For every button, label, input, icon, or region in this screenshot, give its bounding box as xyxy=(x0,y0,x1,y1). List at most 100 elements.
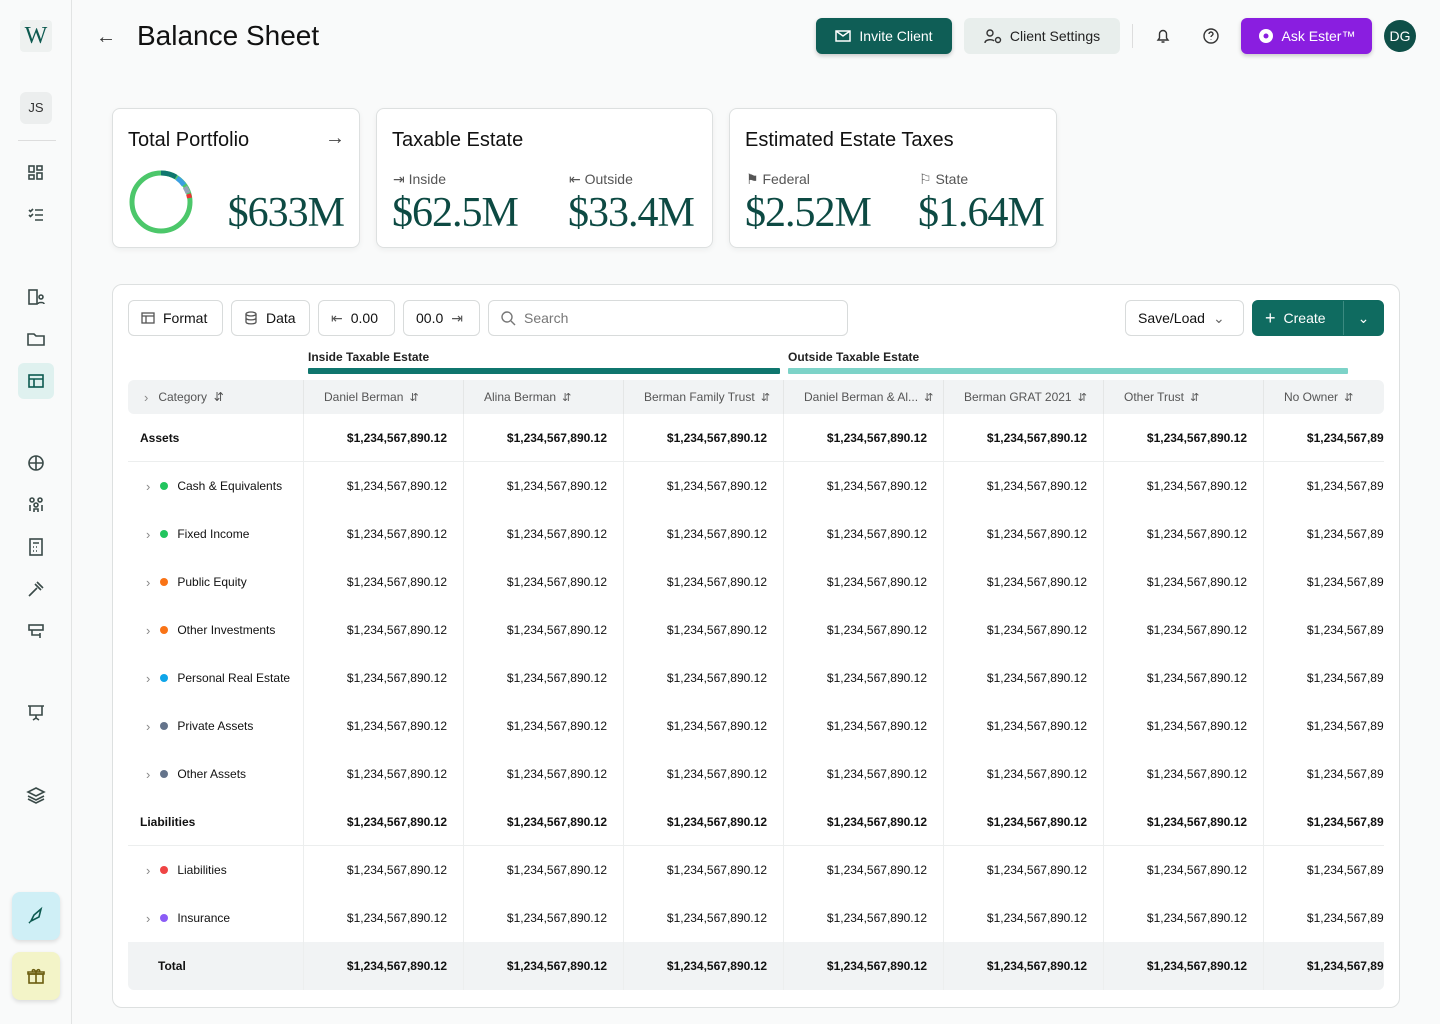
value-cell: $1,234,567,890.12 xyxy=(1103,750,1263,798)
value-cell: $1,234,567,890.12 xyxy=(1263,414,1384,461)
user-badge[interactable]: JS xyxy=(20,92,52,124)
logo[interactable]: W xyxy=(20,20,52,52)
column-header[interactable]: Alina Berman ⇵ xyxy=(463,380,623,414)
ask-ester-button[interactable]: Ask Ester™ xyxy=(1241,18,1372,54)
column-header[interactable]: No Owner ⇵ xyxy=(1263,380,1384,414)
table-row[interactable]: › Insurance $1,234,567,890.12 $1,234,567,89… xyxy=(128,894,1384,942)
label: Data xyxy=(266,310,296,326)
table-row[interactable]: › Public Equity $1,234,567,890.12 $1,234,56… xyxy=(128,558,1384,606)
nav-tasks[interactable] xyxy=(18,197,54,233)
nav-files[interactable] xyxy=(18,321,54,357)
client-settings-button[interactable]: Client Settings xyxy=(964,18,1120,54)
sort-icon[interactable]: ⇵ xyxy=(754,391,771,404)
group-bar xyxy=(308,368,780,374)
nav-chart[interactable] xyxy=(18,445,54,481)
card-title: Total Portfolio xyxy=(128,129,250,151)
expand-toggle[interactable]: › xyxy=(146,622,151,638)
icon: ⇤ xyxy=(331,309,343,326)
nav-flows[interactable] xyxy=(18,613,54,649)
table-row[interactable]: › Private Assets $1,234,567,890.12 $1,234,5… xyxy=(128,702,1384,750)
sort-icon[interactable]: ⇵ xyxy=(918,391,934,404)
icon: ⇥ xyxy=(451,309,463,326)
column-header[interactable]: Berman Family Trust ⇵ xyxy=(623,380,783,414)
column-header[interactable]: Berman GRAT 2021 ⇵ xyxy=(943,380,1103,414)
group-label: Inside Taxable Estate xyxy=(308,350,430,364)
gift-button[interactable] xyxy=(12,952,60,1000)
table-row[interactable]: › Liabilities $1,234,567,890.12 $1,234,567,… xyxy=(128,846,1384,894)
value-cell: $1,234,567,890.12 xyxy=(1103,846,1263,894)
back-button[interactable]: ← xyxy=(96,26,116,48)
value-cell: $1,234,567,890.12 xyxy=(1263,702,1384,750)
value-cell: $1,234,567,890.12 xyxy=(783,894,943,942)
sort-icon[interactable]: ⇵ xyxy=(556,391,572,404)
launch-button[interactable] xyxy=(12,892,60,940)
table-row[interactable]: › Other Assets $1,234,567,890.12 $1,234,567… xyxy=(128,750,1384,798)
label: Category xyxy=(158,390,208,404)
save-load-button[interactable]: Save/Load ⌄ xyxy=(1125,300,1244,336)
nav-clients[interactable] xyxy=(18,279,54,315)
taxable-estate-card: Taxable Estate ⇥ Inside $62.5M ⇤ Outside… xyxy=(376,108,713,248)
value-cell: $1,234,567,890.12 xyxy=(463,894,623,942)
column-header[interactable]: Daniel Berman ⇵ xyxy=(303,380,463,414)
expand-toggle[interactable]: › xyxy=(146,862,151,878)
sidebar: W JS xyxy=(0,0,72,1024)
decrease-decimals-button[interactable]: ⇤ 0.00 xyxy=(318,300,395,336)
category-cell: Assets xyxy=(128,414,303,461)
value-cell: $1,234,567,890.12 xyxy=(943,606,1103,654)
divider xyxy=(18,140,56,141)
sort-icon[interactable]: ⇵ xyxy=(1071,391,1087,404)
row-label: Liabilities xyxy=(177,863,227,877)
column-header[interactable]: Other Trust ⇵ xyxy=(1103,380,1263,414)
table-row[interactable]: › Fixed Income $1,234,567,890.12 $1,234,567… xyxy=(128,510,1384,558)
nav-tools[interactable] xyxy=(18,571,54,607)
value-cell: $1,234,567,890.12 xyxy=(943,894,1103,942)
invite-client-button[interactable]: Invite Client xyxy=(816,18,952,54)
expand-toggle[interactable]: › xyxy=(146,526,151,542)
value-cell: $1,234,567,890.12 xyxy=(623,798,783,845)
value-cell: $1,234,567,890.12 xyxy=(463,750,623,798)
nav-present[interactable] xyxy=(18,695,54,731)
create-menu-toggle[interactable]: ⌄ xyxy=(1343,301,1383,335)
user-avatar[interactable]: DG xyxy=(1384,20,1416,52)
data-button[interactable]: Data xyxy=(231,300,310,336)
nav-balance-sheet[interactable] xyxy=(18,363,54,399)
sort-icon[interactable]: ⇵ xyxy=(207,390,224,404)
expand-toggle[interactable]: › xyxy=(146,574,151,590)
portfolio-value: $633M xyxy=(227,190,345,236)
expand-toggle[interactable]: › xyxy=(146,670,151,686)
value-cell: $1,234,567,890.12 xyxy=(783,750,943,798)
value-cell: $1,234,567,890.12 xyxy=(623,414,783,461)
expand-all[interactable]: › xyxy=(144,389,149,405)
value-cell: $1,234,567,890.12 xyxy=(783,654,943,702)
expand-toggle[interactable]: › xyxy=(146,766,151,782)
label: Berman GRAT 2021 xyxy=(964,390,1072,404)
row-label: Other Assets xyxy=(177,767,247,781)
value-cell: $1,234,567,890.12 xyxy=(1263,798,1384,845)
column-header[interactable]: Daniel Berman & Al... ⇵ xyxy=(783,380,943,414)
search-input[interactable]: Search xyxy=(488,300,848,336)
expand-toggle[interactable]: › xyxy=(146,718,151,734)
sort-icon[interactable]: ⇵ xyxy=(1338,391,1354,404)
table-row[interactable]: › Cash & Equivalents $1,234,567,890.12 $1,2… xyxy=(128,462,1384,510)
value-cell: $1,234,567,890.12 xyxy=(1103,894,1263,942)
nav-family[interactable] xyxy=(18,487,54,523)
total-portfolio-card[interactable]: Total Portfolio → $633M xyxy=(112,108,360,248)
format-button[interactable]: Format xyxy=(128,300,223,336)
label: Create xyxy=(1283,310,1326,326)
category-header[interactable]: › Category ⇵ xyxy=(128,380,303,414)
value-cell: $1,234,567,890.12 xyxy=(783,414,943,461)
nav-layers[interactable] xyxy=(18,777,54,813)
help-icon[interactable] xyxy=(1203,28,1219,44)
table-row[interactable]: › Personal Real Estate $1,234,567,890.12 $1… xyxy=(128,654,1384,702)
sort-icon[interactable]: ⇵ xyxy=(1184,391,1200,404)
increase-decimals-button[interactable]: 00.0 ⇥ xyxy=(403,300,480,336)
sort-icon[interactable]: ⇵ xyxy=(403,391,419,404)
category-dot xyxy=(160,530,169,538)
create-button[interactable]: + Create ⌄ xyxy=(1252,300,1384,336)
expand-toggle[interactable]: › xyxy=(146,478,151,494)
expand-toggle[interactable]: › xyxy=(146,910,151,926)
nav-calculator[interactable] xyxy=(18,529,54,565)
notifications-icon[interactable] xyxy=(1155,28,1171,44)
table-row[interactable]: › Other Investments $1,234,567,890.12 $1,23… xyxy=(128,606,1384,654)
nav-dashboard[interactable] xyxy=(18,155,54,191)
